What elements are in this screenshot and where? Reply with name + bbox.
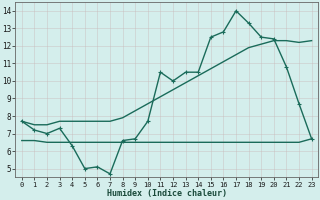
- X-axis label: Humidex (Indice chaleur): Humidex (Indice chaleur): [107, 189, 227, 198]
